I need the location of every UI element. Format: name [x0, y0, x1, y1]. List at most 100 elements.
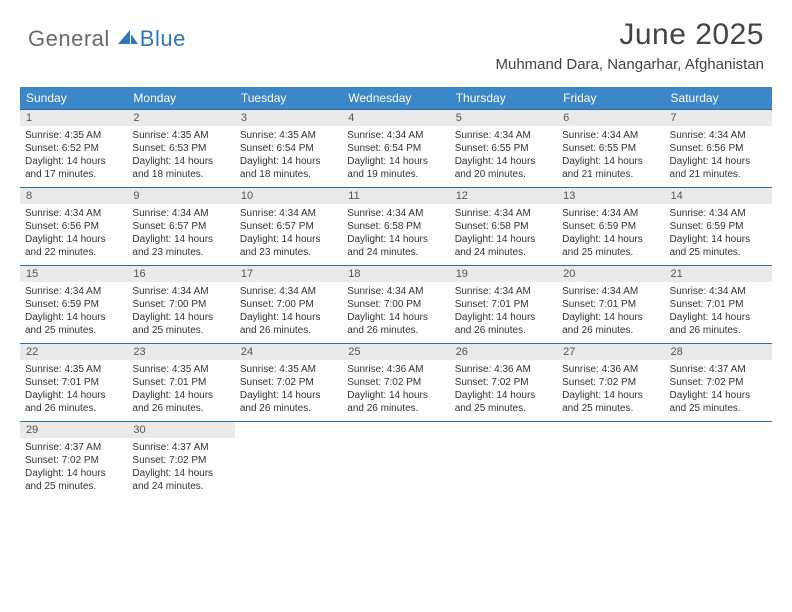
- daylight-text: Daylight: 14 hours and 26 minutes.: [240, 311, 337, 337]
- daylight-text: Daylight: 14 hours and 18 minutes.: [240, 155, 337, 181]
- sunrise-text: Sunrise: 4:34 AM: [455, 207, 552, 220]
- day-number: 20: [557, 266, 664, 282]
- day-cell: Sunrise: 4:34 AMSunset: 7:00 PMDaylight:…: [127, 282, 234, 343]
- day-number: 12: [450, 188, 557, 204]
- day-cell: [450, 438, 557, 499]
- sunset-text: Sunset: 6:54 PM: [240, 142, 337, 155]
- day-number: 1: [20, 110, 127, 126]
- day-number: 10: [235, 188, 342, 204]
- sunset-text: Sunset: 6:59 PM: [25, 298, 122, 311]
- sunrise-text: Sunrise: 4:37 AM: [670, 363, 767, 376]
- daylight-text: Daylight: 14 hours and 25 minutes.: [670, 233, 767, 259]
- day-cell: Sunrise: 4:34 AMSunset: 6:59 PMDaylight:…: [557, 204, 664, 265]
- daylight-text: Daylight: 14 hours and 26 minutes.: [240, 389, 337, 415]
- sunset-text: Sunset: 6:52 PM: [25, 142, 122, 155]
- sunrise-text: Sunrise: 4:36 AM: [455, 363, 552, 376]
- logo: General Blue: [28, 18, 186, 52]
- sunset-text: Sunset: 6:59 PM: [562, 220, 659, 233]
- sunset-text: Sunset: 6:57 PM: [132, 220, 229, 233]
- day-cell: [665, 438, 772, 499]
- daylight-text: Daylight: 14 hours and 26 minutes.: [347, 311, 444, 337]
- day-cell: Sunrise: 4:36 AMSunset: 7:02 PMDaylight:…: [557, 360, 664, 421]
- sunrise-text: Sunrise: 4:35 AM: [240, 129, 337, 142]
- daylight-text: Daylight: 14 hours and 19 minutes.: [347, 155, 444, 181]
- day-number: 21: [665, 266, 772, 282]
- sunset-text: Sunset: 7:00 PM: [240, 298, 337, 311]
- sunset-text: Sunset: 7:01 PM: [455, 298, 552, 311]
- sunrise-text: Sunrise: 4:34 AM: [670, 207, 767, 220]
- sunset-text: Sunset: 6:58 PM: [455, 220, 552, 233]
- day-number: 15: [20, 266, 127, 282]
- day-number: 23: [127, 344, 234, 360]
- day-cell: Sunrise: 4:36 AMSunset: 7:02 PMDaylight:…: [342, 360, 449, 421]
- week-row: 891011121314Sunrise: 4:34 AMSunset: 6:56…: [20, 187, 772, 265]
- sunrise-text: Sunrise: 4:34 AM: [25, 285, 122, 298]
- day-cell: Sunrise: 4:35 AMSunset: 7:01 PMDaylight:…: [127, 360, 234, 421]
- sunrise-text: Sunrise: 4:34 AM: [562, 285, 659, 298]
- sunset-text: Sunset: 6:56 PM: [670, 142, 767, 155]
- day-number: 30: [127, 422, 234, 438]
- daylight-text: Daylight: 14 hours and 26 minutes.: [132, 389, 229, 415]
- sunset-text: Sunset: 7:02 PM: [132, 454, 229, 467]
- sunset-text: Sunset: 6:57 PM: [240, 220, 337, 233]
- daylight-text: Daylight: 14 hours and 25 minutes.: [562, 233, 659, 259]
- sunrise-text: Sunrise: 4:34 AM: [562, 207, 659, 220]
- day-cell: Sunrise: 4:37 AMSunset: 7:02 PMDaylight:…: [20, 438, 127, 499]
- week-row: 15161718192021Sunrise: 4:34 AMSunset: 6:…: [20, 265, 772, 343]
- sunset-text: Sunset: 6:56 PM: [25, 220, 122, 233]
- sunrise-text: Sunrise: 4:34 AM: [347, 207, 444, 220]
- daylight-text: Daylight: 14 hours and 22 minutes.: [25, 233, 122, 259]
- sunset-text: Sunset: 7:02 PM: [347, 376, 444, 389]
- day-cell: Sunrise: 4:34 AMSunset: 6:54 PMDaylight:…: [342, 126, 449, 187]
- day-cell: Sunrise: 4:35 AMSunset: 7:01 PMDaylight:…: [20, 360, 127, 421]
- day-cell: Sunrise: 4:35 AMSunset: 6:52 PMDaylight:…: [20, 126, 127, 187]
- sunrise-text: Sunrise: 4:34 AM: [455, 129, 552, 142]
- day-number: 11: [342, 188, 449, 204]
- day-number: 28: [665, 344, 772, 360]
- sunset-text: Sunset: 6:55 PM: [562, 142, 659, 155]
- sunset-text: Sunset: 7:01 PM: [670, 298, 767, 311]
- sunrise-text: Sunrise: 4:37 AM: [132, 441, 229, 454]
- weekday-header: Tuesday: [235, 87, 342, 109]
- daylight-text: Daylight: 14 hours and 18 minutes.: [132, 155, 229, 181]
- daylight-text: Daylight: 14 hours and 21 minutes.: [670, 155, 767, 181]
- logo-sail-icon: [116, 28, 140, 51]
- day-cell: Sunrise: 4:34 AMSunset: 7:00 PMDaylight:…: [342, 282, 449, 343]
- day-cell: Sunrise: 4:34 AMSunset: 6:59 PMDaylight:…: [665, 204, 772, 265]
- week-row: 1234567Sunrise: 4:35 AMSunset: 6:52 PMDa…: [20, 109, 772, 187]
- day-cell: Sunrise: 4:34 AMSunset: 7:00 PMDaylight:…: [235, 282, 342, 343]
- day-number: 13: [557, 188, 664, 204]
- day-cell: Sunrise: 4:34 AMSunset: 6:56 PMDaylight:…: [665, 126, 772, 187]
- daylight-text: Daylight: 14 hours and 21 minutes.: [562, 155, 659, 181]
- daylight-text: Daylight: 14 hours and 26 minutes.: [455, 311, 552, 337]
- day-cell: Sunrise: 4:35 AMSunset: 7:02 PMDaylight:…: [235, 360, 342, 421]
- calendar: Sunday Monday Tuesday Wednesday Thursday…: [20, 87, 772, 499]
- sunset-text: Sunset: 6:58 PM: [347, 220, 444, 233]
- logo-text-general: General: [28, 26, 110, 52]
- day-number: [450, 422, 557, 438]
- day-number: 24: [235, 344, 342, 360]
- daylight-text: Daylight: 14 hours and 25 minutes.: [132, 311, 229, 337]
- sunset-text: Sunset: 6:53 PM: [132, 142, 229, 155]
- day-number: 7: [665, 110, 772, 126]
- weekday-header: Friday: [557, 87, 664, 109]
- month-title: June 2025: [496, 18, 765, 52]
- sunset-text: Sunset: 7:00 PM: [132, 298, 229, 311]
- daylight-text: Daylight: 14 hours and 23 minutes.: [132, 233, 229, 259]
- sunrise-text: Sunrise: 4:34 AM: [347, 129, 444, 142]
- day-number: 18: [342, 266, 449, 282]
- day-number: 14: [665, 188, 772, 204]
- day-number: 17: [235, 266, 342, 282]
- sunrise-text: Sunrise: 4:34 AM: [25, 207, 122, 220]
- day-number: 26: [450, 344, 557, 360]
- sunset-text: Sunset: 7:02 PM: [562, 376, 659, 389]
- day-number: [342, 422, 449, 438]
- daylight-text: Daylight: 14 hours and 24 minutes.: [455, 233, 552, 259]
- day-number: [557, 422, 664, 438]
- sunrise-text: Sunrise: 4:35 AM: [132, 363, 229, 376]
- daylight-text: Daylight: 14 hours and 25 minutes.: [25, 467, 122, 493]
- day-cell: Sunrise: 4:34 AMSunset: 7:01 PMDaylight:…: [665, 282, 772, 343]
- sunrise-text: Sunrise: 4:34 AM: [347, 285, 444, 298]
- daylight-text: Daylight: 14 hours and 25 minutes.: [670, 389, 767, 415]
- day-cell: Sunrise: 4:34 AMSunset: 6:55 PMDaylight:…: [450, 126, 557, 187]
